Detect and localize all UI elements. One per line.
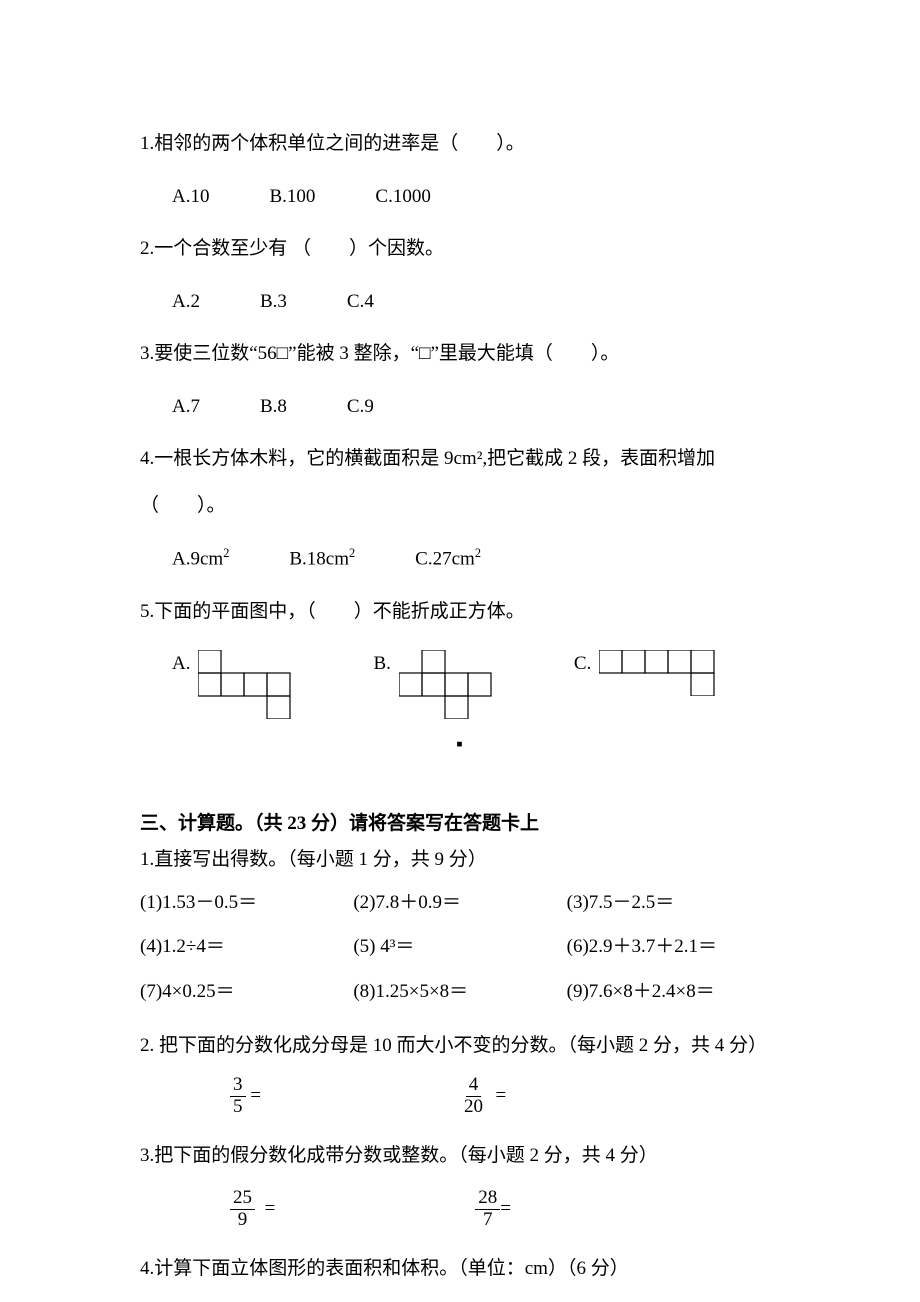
cube-net-c [599, 650, 737, 696]
s3q3-fractions: 259 = 287= [140, 1188, 780, 1231]
q1-opt-b[interactable]: B.100 [269, 183, 315, 212]
s3q1-4: (4)1.2÷4＝ [140, 933, 353, 962]
decorative-dot: ▪ [140, 731, 780, 760]
s3q2-fractions: 35 = 420 = [140, 1075, 780, 1118]
s3q1-3: (3)7.5－2.5＝ [567, 889, 780, 918]
q5-opt-b[interactable]: B. [373, 650, 513, 719]
q2-options: A.2 B.3 C.4 [140, 288, 780, 317]
s3q1-9: (9)7.6×8＋2.4×8＝ [567, 978, 780, 1007]
q2-opt-a[interactable]: A.2 [172, 288, 200, 317]
q4-opt-b[interactable]: B.18cm2 [289, 544, 355, 574]
q5-opt-a[interactable]: A. [172, 650, 313, 719]
s3q3-frac2: 287= [475, 1188, 511, 1231]
q2-text: 2.一个合数至少有 （ ）个因数。 [140, 235, 780, 264]
q1-options: A.10 B.100 C.1000 [140, 183, 780, 212]
s3q3-text: 3.把下面的假分数化成带分数或整数。（每小题 2 分，共 4 分） [140, 1142, 780, 1171]
cube-net-b [399, 650, 514, 719]
q4-opt-c[interactable]: C.27cm2 [415, 544, 481, 574]
s3q1-7: (7)4×0.25＝ [140, 978, 353, 1007]
s3q1-8: (8)1.25×5×8＝ [353, 978, 566, 1007]
q3-opt-c[interactable]: C.9 [347, 393, 374, 422]
cube-net-a [198, 650, 313, 719]
s3q3-frac1: 259 = [230, 1188, 275, 1231]
q1-opt-a[interactable]: A.10 [172, 183, 209, 212]
q4-options: A.9cm2 B.18cm2 C.27cm2 [140, 544, 780, 574]
s3q1-row3: (7)4×0.25＝ (8)1.25×5×8＝ (9)7.6×8＋2.4×8＝ [140, 978, 780, 1007]
q4-text2: （ ）。 [140, 492, 780, 521]
q5-opt-c[interactable]: C. [574, 650, 737, 696]
s3q1-text: 1.直接写出得数。（每小题 1 分，共 9 分） [140, 846, 780, 875]
q1-text: 1.相邻的两个体积单位之间的进率是（ ）。 [140, 130, 780, 159]
s3q2-frac1: 35 = [230, 1075, 261, 1118]
s3q1-row1: (1)1.53－0.5＝ (2)7.8＋0.9＝ (3)7.5－2.5＝ [140, 889, 780, 918]
s3q2-frac2: 420 = [461, 1075, 506, 1118]
q5-options: A. B. C. [140, 650, 780, 719]
q3-options: A.7 B.8 C.9 [140, 393, 780, 422]
q3-opt-b[interactable]: B.8 [260, 393, 287, 422]
s3q2-text: 2. 把下面的分数化成分母是 10 而大小不变的分数。（每小题 2 分，共 4 … [140, 1032, 780, 1061]
s3q1-6: (6)2.9＋3.7＋2.1＝ [567, 933, 780, 962]
q3-text: 3.要使三位数“56□”能被 3 整除，“□”里最大能填（ ）。 [140, 340, 780, 369]
q4-text: 4.一根长方体木料，它的横截面积是 9cm²,把它截成 2 段，表面积增加 [140, 445, 780, 474]
q2-opt-b[interactable]: B.3 [260, 288, 287, 317]
q3-opt-a[interactable]: A.7 [172, 393, 200, 422]
section3-title: 三、计算题。（共 23 分）请将答案写在答题卡上 [140, 810, 780, 839]
q1-opt-c[interactable]: C.1000 [375, 183, 430, 212]
q2-opt-c[interactable]: C.4 [347, 288, 374, 317]
s3q1-1: (1)1.53－0.5＝ [140, 889, 353, 918]
s3q1-2: (2)7.8＋0.9＝ [353, 889, 566, 918]
s3q1-row2: (4)1.2÷4＝ (5) 4³＝ (6)2.9＋3.7＋2.1＝ [140, 933, 780, 962]
q5-text: 5.下面的平面图中，（ ）不能折成正方体。 [140, 598, 780, 627]
s3q4-text: 4.计算下面立体图形的表面积和体积。（单位：cm）（6 分） [140, 1255, 780, 1284]
s3q1-5: (5) 4³＝ [353, 933, 566, 962]
q4-opt-a[interactable]: A.9cm2 [172, 544, 229, 574]
